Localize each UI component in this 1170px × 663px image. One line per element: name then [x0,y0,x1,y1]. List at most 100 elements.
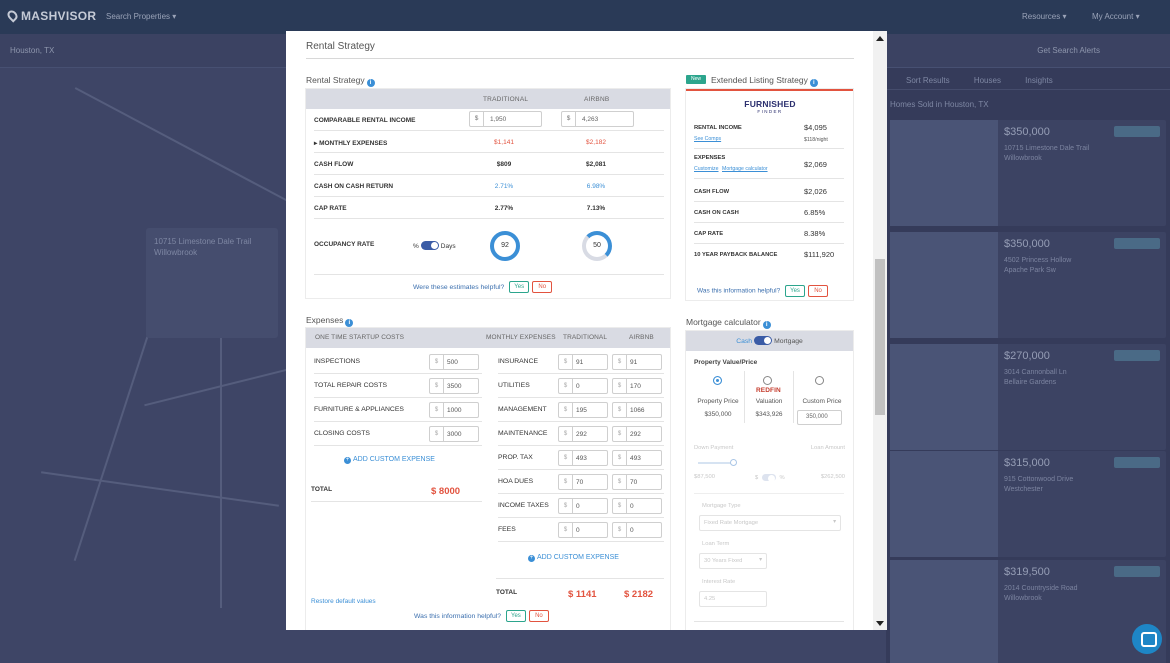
monthly-row-insurance: INSURANCE $91 $91 [498,350,664,374]
scrollbar-thumb[interactable] [875,259,885,415]
yes-button[interactable]: Yes [505,610,526,622]
redfin-valuation-radio[interactable] [763,376,772,385]
list-item[interactable]: $315,000 915 Cottonwood Drive Westchester [890,451,1166,557]
customize-link[interactable]: Customize [694,166,719,172]
comparable-income-row: COMPARABLE RENTAL INCOME $1,950 $4,263 [314,109,664,131]
maintenance-traditional-input[interactable]: $292 [558,426,608,442]
ext-cap-rate-row: CAP RATE 8.38% [694,223,844,244]
scroll-down-icon[interactable] [876,621,884,626]
plus-icon: + [528,555,535,562]
chat-support-button[interactable] [1132,624,1162,654]
furnished-finder-logo: FURNISHED FINDER [744,99,796,114]
management-traditional-input[interactable]: $195 [558,402,608,418]
down-payment-slider[interactable] [698,462,736,464]
list-item[interactable]: $270,000 3014 Cannonball Ln Bellaire Garde… [890,344,1166,450]
airbnb-income-input[interactable]: $4,263 [561,111,634,127]
list-item[interactable]: $350,000 10715 Limestone Dale Trail Willow… [890,120,1166,226]
rental-strategy-modal: Rental Strategy Rental Strategy i TRADITI… [286,31,887,630]
tab-sort[interactable]: Sort Results [906,76,950,85]
location-input[interactable]: Houston, TX [10,46,55,55]
info-icon[interactable]: i [345,319,354,327]
monthly-row-management: MANAGEMENT $195 $1066 [498,398,664,422]
tab-houses[interactable]: Houses [973,76,1001,85]
closing-costs-input[interactable]: $3000 [429,426,479,442]
expenses-table: ONE TIME STARTUP COSTS MONTHLY EXPENSES … [306,328,670,630]
chevron-down-icon: ▾ [833,519,836,525]
startup-row-inspections: INSPECTIONS $500 [314,350,482,374]
startup-row-furniture: FURNITURE & APPLIANCES $1000 [314,398,482,422]
custom-price-radio[interactable] [815,376,824,385]
add-startup-expense-button[interactable]: + ADD CUSTOM EXPENSE [344,456,435,464]
col-traditional: TRADITIONAL [483,96,529,103]
mortgage-calculator-title: Mortgage calculator i [686,317,771,329]
utilities-traditional-input[interactable]: $0 [558,378,608,394]
extended-listing-title: Extended Listing Strategy i [711,75,818,87]
list-item[interactable]: $350,000 4502 Princess Hollow Apache Park … [890,232,1166,338]
loan-term-select[interactable]: 30 Years Fixed ▾ [699,553,767,569]
income-taxes-traditional-input[interactable]: $0 [558,498,608,514]
property-value-label: Property Value/Price [694,359,758,366]
cash-flow-row: CASH FLOW $809 $2,081 [314,153,664,175]
restore-defaults-link[interactable]: Restore default values [311,598,376,605]
ext-coc-row: CASH ON CASH 6.85% [694,202,844,223]
monthly-row-hoa: HOA DUES $70 $70 [498,470,664,494]
toggle-switch[interactable] [420,241,439,250]
monthly-expenses-row[interactable]: ▸ MONTHLY EXPENSES $1,141 $2,182 [314,131,664,153]
traditional-income-input[interactable]: $1,950 [469,111,542,127]
inspections-input[interactable]: $500 [429,354,479,370]
scroll-up-icon[interactable] [876,36,884,41]
yes-button[interactable]: Yes [509,281,530,293]
yes-button[interactable]: Yes [785,285,806,297]
repair-costs-input[interactable]: $3500 [429,378,479,394]
down-unit-toggle[interactable]: $ % [755,474,785,482]
map-property-card[interactable]: 10715 Limestone Dale Trail Willowbrook [146,228,278,338]
custom-price-input[interactable]: 350,000 [797,410,842,425]
save-search-button[interactable]: Get Search Alerts [1037,46,1100,55]
listing-header: Homes Sold in Houston, TX [890,100,989,109]
see-comps-link[interactable]: See Comps [694,136,722,142]
fees-traditional-input[interactable]: $0 [558,522,608,538]
no-button[interactable]: No [532,281,553,293]
monthly-row-utilities: UTILITIES $0 $170 [498,374,664,398]
insurance-airbnb-input[interactable]: $91 [612,354,662,370]
info-icon[interactable]: i [762,321,771,329]
toggle-switch[interactable] [754,336,773,345]
startup-total-row: TOTAL $ 8000 [311,474,482,502]
property-price-radio[interactable] [713,376,722,385]
maintenance-airbnb-input[interactable]: $292 [612,426,662,442]
add-monthly-expense-button[interactable]: + ADD CUSTOM EXPENSE [528,554,619,562]
interest-rate-input[interactable]: 4.25 [699,591,767,607]
info-icon[interactable]: i [366,79,375,87]
mortgage-type-select[interactable]: Fixed Rate Mortgage ▾ [699,515,841,531]
modal-scrollbar[interactable] [873,31,887,630]
expenses-row: EXPENSES $2,069 Customize Mortgage calcu… [694,151,844,179]
cash-mortgage-toggle[interactable]: Cash Mortgage [686,331,853,351]
mashvisor-logo[interactable]: MASHVISOR [5,8,96,23]
prop-tax-airbnb-input[interactable]: $493 [612,450,662,466]
furniture-input[interactable]: $1000 [429,402,479,418]
prop-tax-traditional-input[interactable]: $493 [558,450,608,466]
slider-handle[interactable] [730,459,737,466]
rental-strategy-table: TRADITIONAL AIRBNB COMPARABLE RENTAL INC… [306,89,670,298]
ext-cash-flow-row: CASH FLOW $2,026 [694,181,844,202]
insurance-traditional-input[interactable]: $91 [558,354,608,370]
occupancy-unit-toggle[interactable]: % Days [413,241,456,250]
monthly-row-maintenance: MAINTENANCE $292 $292 [498,422,664,446]
no-button[interactable]: No [808,285,829,297]
startup-row-closing: CLOSING COSTS $3000 [314,422,482,446]
hoa-airbnb-input[interactable]: $70 [612,474,662,490]
tab-insights[interactable]: Insights [1025,76,1053,85]
mortgage-calculator-link[interactable]: Mortgage calculator [722,166,768,172]
info-icon[interactable]: i [809,79,818,87]
utilities-airbnb-input[interactable]: $170 [612,378,662,394]
account-menu[interactable]: My Account ▾ [1092,12,1140,21]
resources-menu[interactable]: Resources ▾ [1022,12,1067,21]
income-taxes-airbnb-input[interactable]: $0 [612,498,662,514]
no-button[interactable]: No [528,610,549,622]
hoa-traditional-input[interactable]: $70 [558,474,608,490]
list-item[interactable]: $319,500 2014 Countryside Road Willowbrook [890,560,1166,663]
chevron-down-icon: ▾ [759,557,762,563]
fees-airbnb-input[interactable]: $0 [612,522,662,538]
management-airbnb-input[interactable]: $1066 [612,402,662,418]
search-properties-menu[interactable]: Search Properties ▾ [106,12,177,21]
